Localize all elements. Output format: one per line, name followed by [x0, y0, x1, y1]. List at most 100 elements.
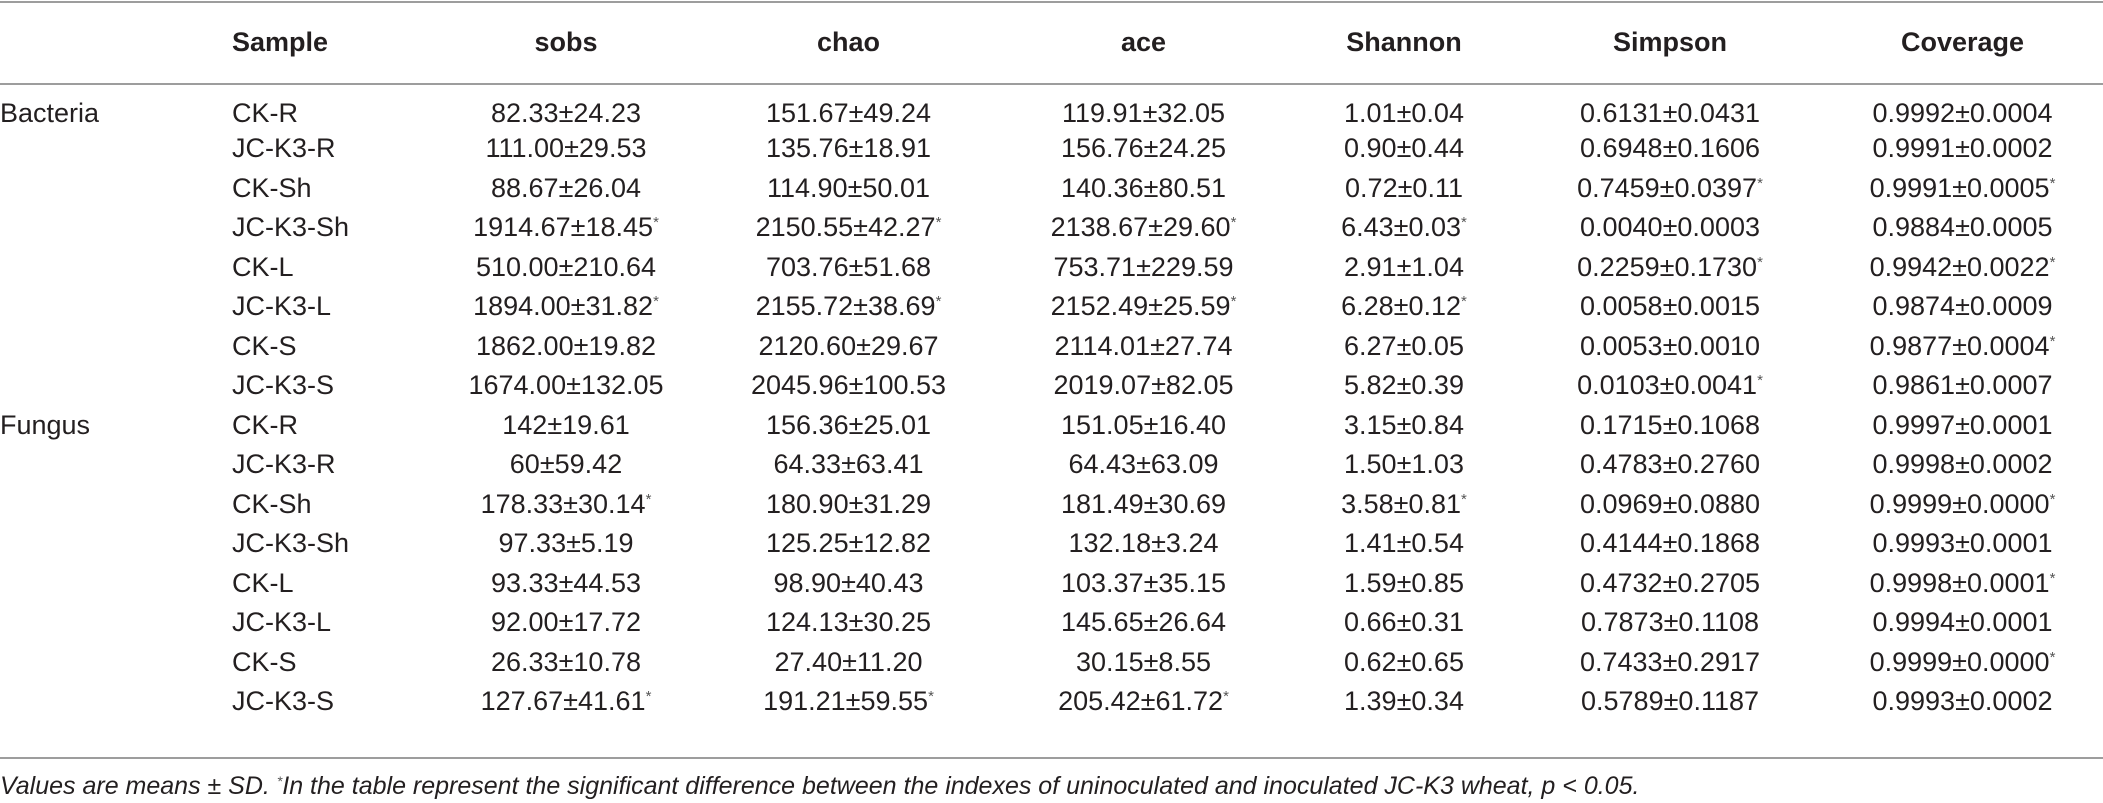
sd-value: 17.72 — [573, 607, 641, 638]
simpson-cell: 0.4144±0.1868 — [1518, 524, 1822, 564]
plus-minus-sign: ± — [1662, 212, 1678, 243]
mean-value: 2138.67 — [1050, 212, 1149, 243]
chao-cell: 64.33±63.41 — [700, 445, 997, 485]
sd-value: 0.0022 — [1966, 251, 2050, 282]
simpson-cell: 0.0103±0.0041* — [1518, 366, 1822, 406]
plus-minus-sign: ± — [1396, 528, 1412, 559]
plus-minus-sign: ± — [841, 449, 856, 480]
sobs-cell: 60±59.42 — [432, 445, 700, 485]
table-row: JC-K3-L 1894.00±31.82* 2155.72±38.69* 2152.… — [0, 287, 2103, 327]
mean-value: 703.76 — [766, 251, 849, 282]
plus-minus-sign: ± — [1662, 528, 1678, 559]
footnote-asterisk: * — [276, 773, 283, 789]
mean-value: 1894.00 — [473, 291, 571, 322]
chao-cell: 703.76±51.68 — [700, 248, 997, 288]
significance-mark: * — [2049, 332, 2056, 350]
shannon-cell: 5.82±0.39 — [1290, 366, 1518, 406]
mean-value: 0.9874 — [1872, 291, 1956, 322]
header-sample: Sample — [232, 26, 329, 57]
mean-value: 0.7459 — [1577, 172, 1660, 203]
sd-value: 3.24 — [1165, 528, 1219, 559]
chao-cell: 27.40±11.20 — [700, 643, 997, 683]
significance-mark: * — [1757, 253, 1763, 271]
coverage-cell: 0.9992±0.0004 — [1822, 84, 2103, 129]
plus-minus-sign: ± — [1955, 686, 1970, 717]
mean-value: 2019.07 — [1053, 370, 1152, 401]
shannon-cell: 0.72±0.11 — [1290, 169, 1518, 209]
table-row: CK-S 1862.00±19.82 2120.60±29.67 2114.01±27… — [0, 327, 2103, 367]
sd-value: 31.82 — [585, 291, 654, 322]
mean-value: 1914.67 — [473, 212, 571, 243]
mean-value: 0.9998 — [1872, 449, 1956, 480]
table-row: Fungus CK-R 142±19.61 156.36±25.01 151.05±16… — [0, 406, 2103, 446]
ace-cell: 181.49±30.69 — [997, 485, 1290, 525]
coverage-cell: 0.9999±0.0000* — [1822, 643, 2103, 683]
group-cell — [0, 366, 232, 406]
mean-value: 124.13 — [766, 607, 849, 638]
mean-value: 135.76 — [766, 133, 849, 164]
table-row: JC-K3-Sh 97.33±5.19 125.25±12.82 132.18±3.2… — [0, 524, 2103, 564]
mean-value: 2.91 — [1344, 251, 1397, 282]
group-cell — [0, 445, 232, 485]
plus-minus-sign: ± — [1151, 528, 1166, 559]
plus-minus-sign: ± — [1143, 172, 1159, 203]
plus-minus-sign: ± — [563, 686, 578, 717]
sd-value: 0.0001 — [1966, 567, 2050, 598]
sobs-cell: 142±19.61 — [432, 406, 700, 446]
plus-minus-sign: ± — [847, 172, 863, 203]
top-rule — [0, 1, 2103, 3]
sample-cell: CK-Sh — [232, 488, 312, 519]
plus-minus-sign: ± — [558, 251, 574, 282]
sd-value: 0.85 — [1411, 567, 1464, 598]
significance-mark: * — [935, 293, 942, 311]
shannon-cell: 1.01±0.04 — [1290, 84, 1518, 129]
plus-minus-sign: ± — [1955, 528, 1970, 559]
table-row: JC-K3-R 111.00±29.53 135.76±18.91 156.76±24… — [0, 129, 2103, 169]
chao-cell: 125.25±12.82 — [700, 524, 997, 564]
mean-value: 0.7433 — [1579, 646, 1663, 677]
significance-mark: * — [653, 293, 659, 311]
sd-value: 0.0431 — [1677, 98, 1760, 128]
sd-value: 0.05 — [1411, 330, 1464, 361]
plus-minus-sign: ± — [573, 330, 589, 361]
sd-value: 0.11 — [1412, 172, 1463, 203]
sd-value: 0.39 — [1411, 370, 1464, 401]
mean-value: 0.9991 — [1869, 172, 1953, 203]
group-cell — [0, 603, 232, 643]
sd-value: 30.14 — [578, 488, 646, 519]
mean-value: 1674.00 — [468, 370, 567, 401]
plus-minus-sign: ± — [1955, 449, 1970, 480]
sd-value: 24.23 — [573, 98, 641, 128]
mean-value: 0.4783 — [1579, 449, 1663, 480]
sd-value: 0.0003 — [1677, 212, 1760, 243]
sd-value: 25.59 — [1163, 291, 1231, 322]
sample-cell: JC-K3-Sh — [232, 528, 350, 559]
table-row: CK-L 93.33±44.53 98.90±40.43 103.37±35.15 1.… — [0, 564, 2103, 604]
sd-value: 0.1108 — [1678, 607, 1759, 638]
plus-minus-sign: ± — [1955, 370, 1970, 401]
sd-value: 49.24 — [863, 98, 931, 128]
plus-minus-sign: ± — [1396, 133, 1412, 164]
table-row: JC-K3-S 127.67±41.61* 191.21±59.55* 205.42±… — [0, 682, 2103, 722]
sd-value: 0.1730 — [1674, 251, 1758, 282]
sd-value: 0.0002 — [1969, 449, 2053, 480]
significance-mark: * — [2049, 648, 2056, 666]
sd-value: 1.03 — [1411, 449, 1464, 480]
plus-minus-sign: ± — [1955, 212, 1970, 243]
ace-cell: 2152.49±25.59* — [997, 287, 1290, 327]
mean-value: 0.7873 — [1581, 607, 1664, 638]
sd-value: 31.29 — [863, 488, 931, 519]
sd-value: 0.0010 — [1677, 330, 1760, 361]
mean-value: 6.43 — [1341, 212, 1394, 243]
mean-value: 1862.00 — [475, 330, 574, 361]
significance-mark: * — [1461, 293, 1467, 311]
coverage-cell: 0.9874±0.0009 — [1822, 287, 2103, 327]
ace-cell: 145.65±26.64 — [997, 603, 1290, 643]
plus-minus-sign: ± — [1136, 449, 1151, 480]
mean-value: 0.90 — [1344, 133, 1397, 164]
footnote-text: Values are means ± SD. — [0, 772, 277, 800]
mean-value: 0.0969 — [1579, 488, 1663, 519]
coverage-cell: 0.9877±0.0004* — [1822, 327, 2103, 367]
group-cell: Bacteria — [0, 98, 100, 128]
plus-minus-sign: ± — [842, 646, 857, 677]
